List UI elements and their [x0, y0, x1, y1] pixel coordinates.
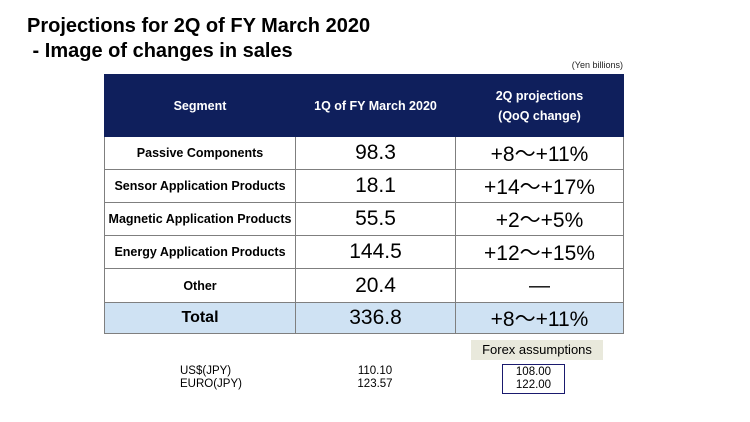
q1-value-cell: 98.3 — [295, 136, 456, 170]
total-row: Total 336.8 +8～+11% — [104, 302, 624, 334]
table-row: Magnetic Application Products 55.5 +2～+5… — [104, 202, 624, 236]
q1-value-cell: 18.1 — [295, 169, 456, 203]
segment-cell: Magnetic Application Products — [104, 202, 296, 236]
forex-2q-euro: 122.00 — [515, 379, 552, 391]
header-segment: Segment — [104, 74, 296, 137]
header-2q-line-1: 2Q projections — [495, 88, 584, 103]
segment-cell: Energy Application Products — [104, 235, 296, 269]
header-1q: 1Q of FY March 2020 — [295, 74, 456, 137]
q2-projection-cell: +14～+17% — [455, 169, 624, 203]
forex-1q-usd: 110.10 — [357, 365, 393, 377]
total-label-cell: Total — [104, 302, 296, 334]
forex-1q-euro: 123.57 — [357, 378, 393, 390]
unit-note: (Yen billions) — [571, 60, 623, 70]
title-line-2: - Image of changes in sales — [27, 40, 293, 62]
segment-cell: Passive Components — [104, 136, 296, 170]
total-q1-cell: 336.8 — [295, 302, 456, 334]
table-row: Energy Application Products 144.5 +12～+1… — [104, 235, 624, 269]
sales-table: Segment 1Q of FY March 2020 2Q projectio… — [104, 74, 624, 334]
forex-currency-euro: EURO(JPY) — [180, 378, 242, 390]
table-row: Other 20.4 — — [104, 268, 624, 303]
forex-2q-usd: 108.00 — [515, 366, 552, 378]
q1-value-cell: 144.5 — [295, 235, 456, 269]
forex-assumptions-label: Forex assumptions — [471, 340, 603, 360]
page-title: Projections for 2Q of FY March 2020 - Im… — [27, 14, 370, 64]
q2-projection-cell: +2～+5% — [455, 202, 624, 236]
table-header-row: Segment 1Q of FY March 2020 2Q projectio… — [104, 74, 624, 137]
q2-projection-cell: — — [455, 268, 624, 303]
q1-value-cell: 55.5 — [295, 202, 456, 236]
segment-cell: Other — [104, 268, 296, 303]
q1-value-cell: 20.4 — [295, 268, 456, 303]
segment-cell: Sensor Application Products — [104, 169, 296, 203]
header-2q-line-2: (QoQ change) — [498, 108, 581, 123]
total-q2-cell: +8～+11% — [455, 302, 624, 334]
header-2q-projections: 2Q projections (QoQ change) — [455, 74, 624, 137]
title-line-1: Projections for 2Q of FY March 2020 — [27, 15, 371, 37]
forex-2q-box: 108.00 122.00 — [502, 364, 565, 394]
table-row: Passive Components 98.3 +8～+11% — [104, 136, 624, 170]
forex-currency-usd: US$(JPY) — [180, 365, 232, 377]
q2-projection-cell: +12～+15% — [455, 235, 624, 269]
q2-projection-cell: +8～+11% — [455, 136, 624, 170]
table-row: Sensor Application Products 18.1 +14～+17… — [104, 169, 624, 203]
